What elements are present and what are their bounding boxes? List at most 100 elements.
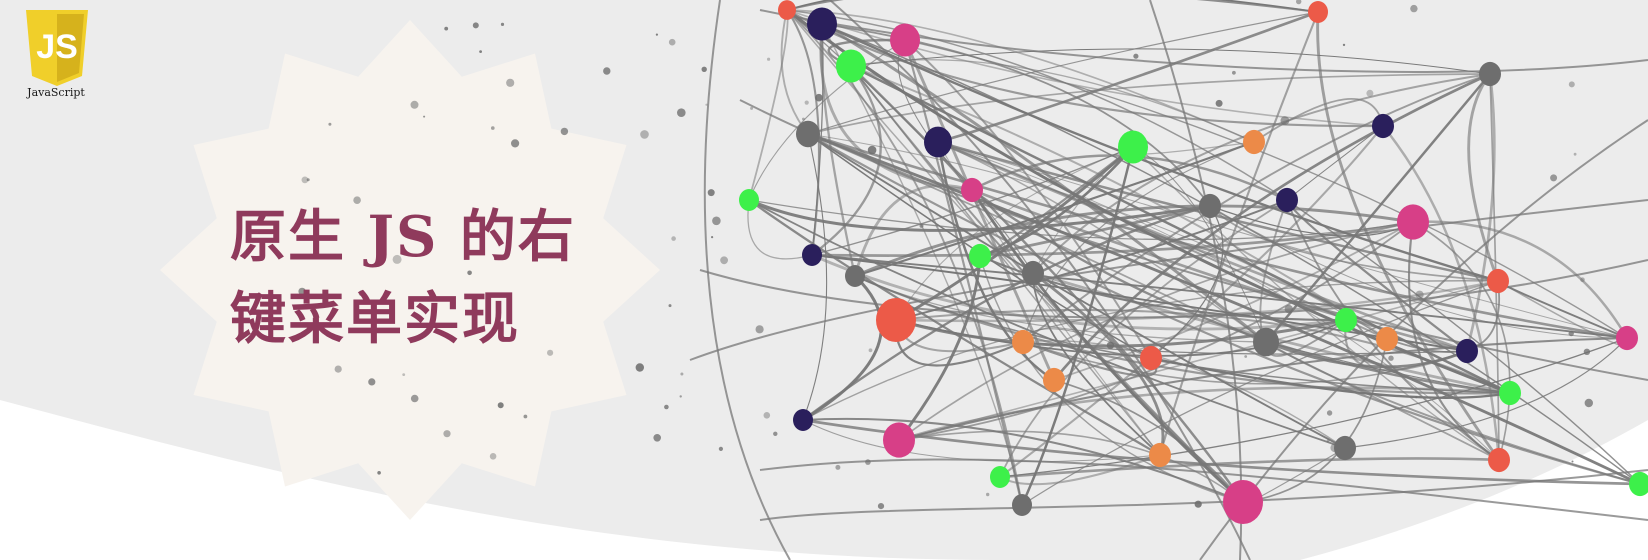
dust-particle — [679, 395, 682, 398]
network-node — [1140, 345, 1162, 371]
network-line — [780, 9, 809, 135]
network-line — [898, 221, 1414, 441]
page-title: 原生 JS 的右 键菜单实现 — [230, 196, 630, 360]
network-line — [1022, 141, 1255, 343]
network-line — [999, 199, 1288, 478]
dust-particle — [865, 459, 871, 465]
network-line — [1253, 98, 1384, 143]
network-line — [1032, 73, 1491, 274]
dust-particle — [1415, 396, 1418, 399]
dust-particle — [506, 78, 515, 87]
dust-particle — [1388, 355, 1394, 361]
dust-particle — [1106, 341, 1115, 350]
network-line — [1265, 73, 1491, 343]
dust-particle — [718, 446, 724, 451]
network-line — [748, 199, 1346, 449]
dust-particle — [368, 378, 376, 386]
network-line — [786, 9, 1384, 128]
network-arc — [759, 469, 1648, 521]
network-line — [786, 9, 1288, 201]
network-line — [811, 254, 1628, 339]
network-line — [1265, 340, 1468, 369]
network-node — [1397, 204, 1429, 240]
network-line — [979, 255, 1244, 503]
network-node — [802, 244, 822, 266]
network-line — [1316, 11, 1501, 461]
network-arc — [1149, 0, 1243, 560]
network-line — [937, 141, 1267, 343]
dust-particle — [489, 453, 497, 460]
network-line — [898, 221, 1414, 441]
title-line-2: 键菜单实现 — [230, 286, 520, 352]
network-line — [807, 132, 1628, 340]
dust-particle — [635, 363, 644, 372]
dust-particle — [410, 394, 419, 403]
network-line — [1467, 73, 1500, 282]
dust-particle — [711, 236, 714, 239]
network-line — [748, 199, 1161, 456]
dust-particle — [640, 130, 649, 139]
network-node — [1629, 471, 1648, 497]
network-node — [1488, 447, 1510, 473]
network-node — [1456, 338, 1478, 364]
network-line — [748, 39, 906, 201]
title-line-1: 原生 JS 的右 — [230, 204, 576, 270]
dust-particle — [603, 67, 611, 75]
network-node — [1616, 325, 1638, 351]
network-line — [821, 22, 1499, 283]
network-node — [1372, 113, 1394, 139]
network-line — [1209, 205, 1499, 282]
network-line — [807, 11, 1319, 135]
network-node — [961, 177, 983, 203]
network-line — [807, 132, 1641, 486]
dust-particle — [707, 189, 715, 197]
network-line — [895, 318, 1347, 348]
dust-particle — [1568, 81, 1575, 88]
network-line — [904, 39, 1628, 339]
dust-particle — [802, 117, 805, 121]
dust-particle — [1580, 277, 1585, 283]
dust-particle — [680, 372, 684, 376]
network-node — [1376, 326, 1398, 352]
network-line — [807, 133, 1346, 449]
dust-particle — [1584, 398, 1594, 408]
dust-particle — [298, 287, 306, 296]
network-line — [898, 280, 1499, 441]
network-node — [1223, 480, 1263, 524]
network-nodes — [739, 0, 1648, 524]
dust-particle — [1284, 304, 1294, 314]
network-line — [786, 9, 1023, 506]
dust-particle — [668, 38, 676, 46]
network-lines — [689, 0, 1648, 560]
network-node — [1022, 260, 1044, 286]
dust-particle — [1326, 410, 1333, 416]
dust-particle — [1232, 70, 1236, 75]
network-node — [1276, 187, 1298, 213]
dust-particle — [1342, 43, 1346, 47]
network-arc — [759, 9, 1648, 73]
white-wave — [0, 400, 1000, 560]
dust-particle — [1133, 53, 1139, 59]
dust-particle — [1415, 290, 1424, 299]
network-line — [802, 280, 1499, 421]
network-node — [739, 189, 759, 211]
dust-particle — [986, 492, 990, 497]
network-line — [811, 253, 1347, 331]
dust-particle — [701, 66, 707, 73]
dust-particle — [773, 431, 778, 436]
dust-particle — [1571, 460, 1574, 463]
dust-particle — [712, 216, 721, 226]
network-line — [937, 141, 1628, 339]
dust-particle — [479, 50, 482, 53]
network-line — [898, 386, 1511, 442]
dust-particle — [653, 434, 661, 442]
network-arc — [829, 0, 1251, 560]
network-node — [1308, 1, 1328, 23]
network-arc — [689, 199, 1648, 361]
network-line — [897, 255, 982, 441]
dust-particle — [767, 57, 771, 61]
dust-particle — [1573, 152, 1577, 156]
network-line — [854, 141, 1255, 278]
